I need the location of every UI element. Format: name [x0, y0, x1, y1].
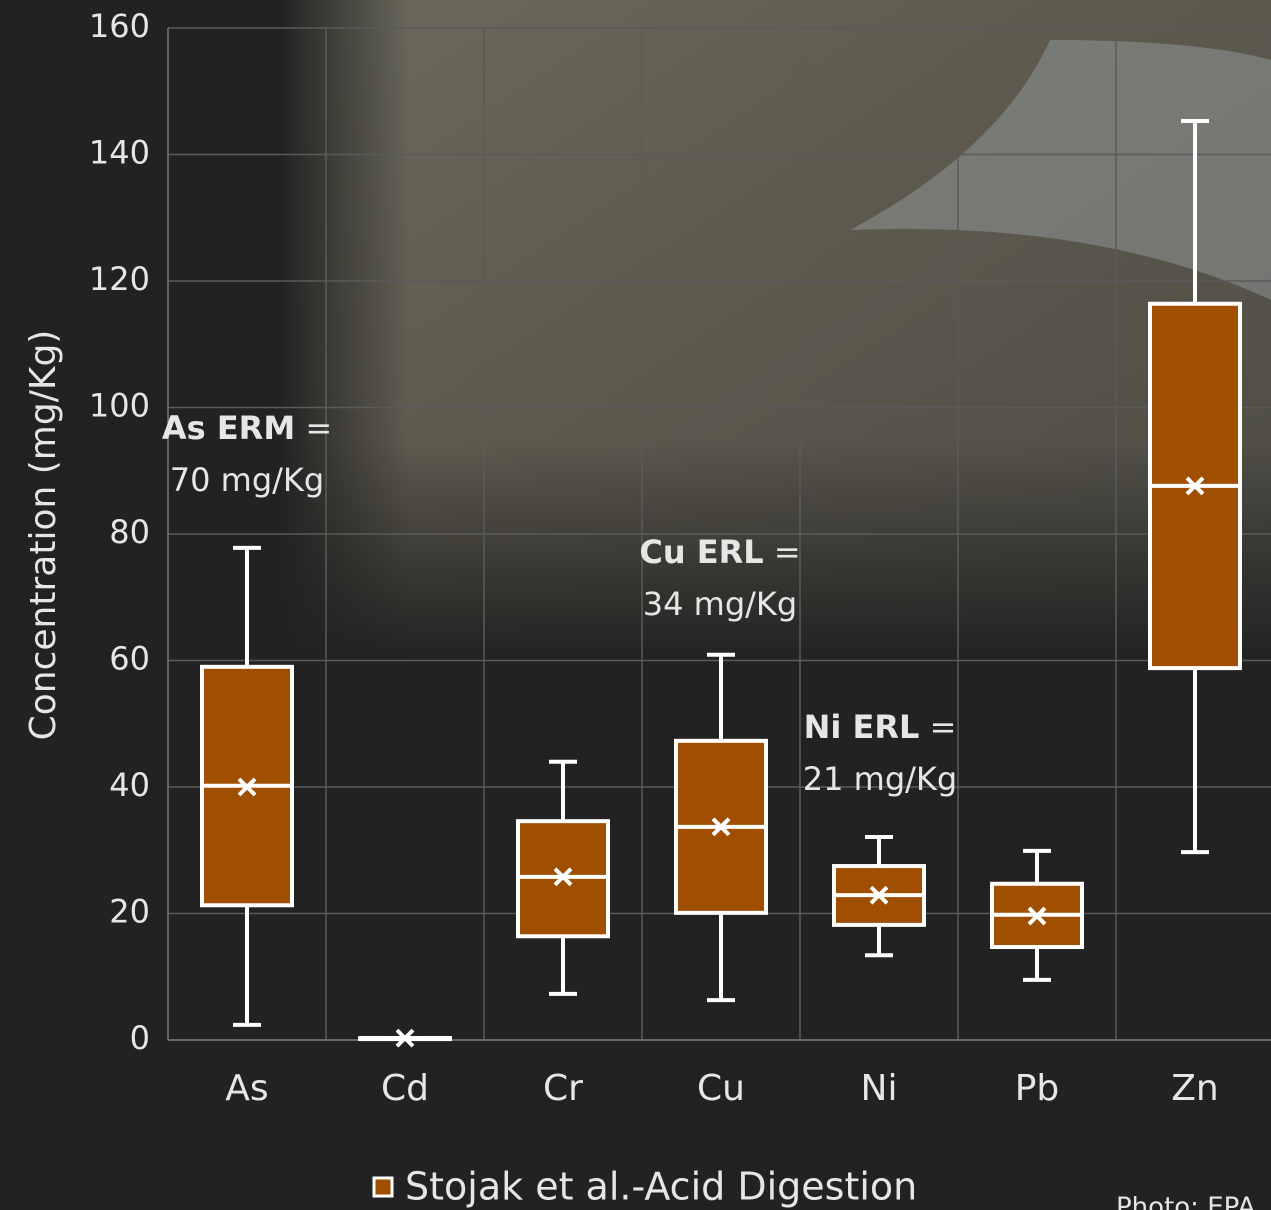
legend-swatch: [374, 1178, 392, 1196]
x-tick-label: As: [225, 1068, 268, 1109]
y-axis-label: Concentration (mg/Kg): [23, 330, 64, 741]
x-tick-label: Pb: [1015, 1068, 1060, 1109]
chart: 0 20 40 60 80 100 120 140 160 Concentration (mg/K…: [0, 0, 1271, 1210]
y-tick-label: 20: [109, 893, 150, 931]
annotation-rest: =: [305, 409, 332, 447]
y-tick-label: 40: [109, 766, 150, 804]
y-tick-label: 0: [130, 1019, 150, 1057]
legend-label: Stojak et al.-Acid Digestion: [405, 1165, 917, 1209]
annotation-bold: Ni ERL: [804, 708, 920, 746]
x-tick-label: Ni: [861, 1068, 898, 1109]
annotation: 21 mg/Kg: [803, 760, 957, 798]
y-tick-label: 100: [89, 387, 150, 425]
y-tick-label: 120: [89, 260, 150, 298]
annotation: As ERM =: [162, 409, 332, 447]
annotation: Ni ERL =: [804, 708, 957, 746]
annotation: Cu ERL =: [639, 533, 800, 571]
y-tick-label: 160: [89, 7, 150, 45]
annotation-rest: =: [930, 708, 957, 746]
y-tick-label: 60: [109, 640, 150, 678]
annotation: 34 mg/Kg: [643, 585, 797, 623]
y-tick-label: 80: [109, 513, 150, 551]
annotation-rest: =: [774, 533, 801, 571]
credit: Photo: EPA: [1116, 1193, 1256, 1210]
annotation-bold: As ERM: [162, 409, 295, 447]
x-tick-label: Zn: [1171, 1068, 1218, 1109]
x-tick-label: Cr: [543, 1068, 583, 1109]
x-tick-label: Cu: [697, 1068, 745, 1109]
annotation: 70 mg/Kg: [170, 461, 324, 499]
annotation-bold: Cu ERL: [639, 533, 763, 571]
y-tick-label: 140: [89, 134, 150, 172]
x-tick-label: Cd: [381, 1068, 429, 1109]
